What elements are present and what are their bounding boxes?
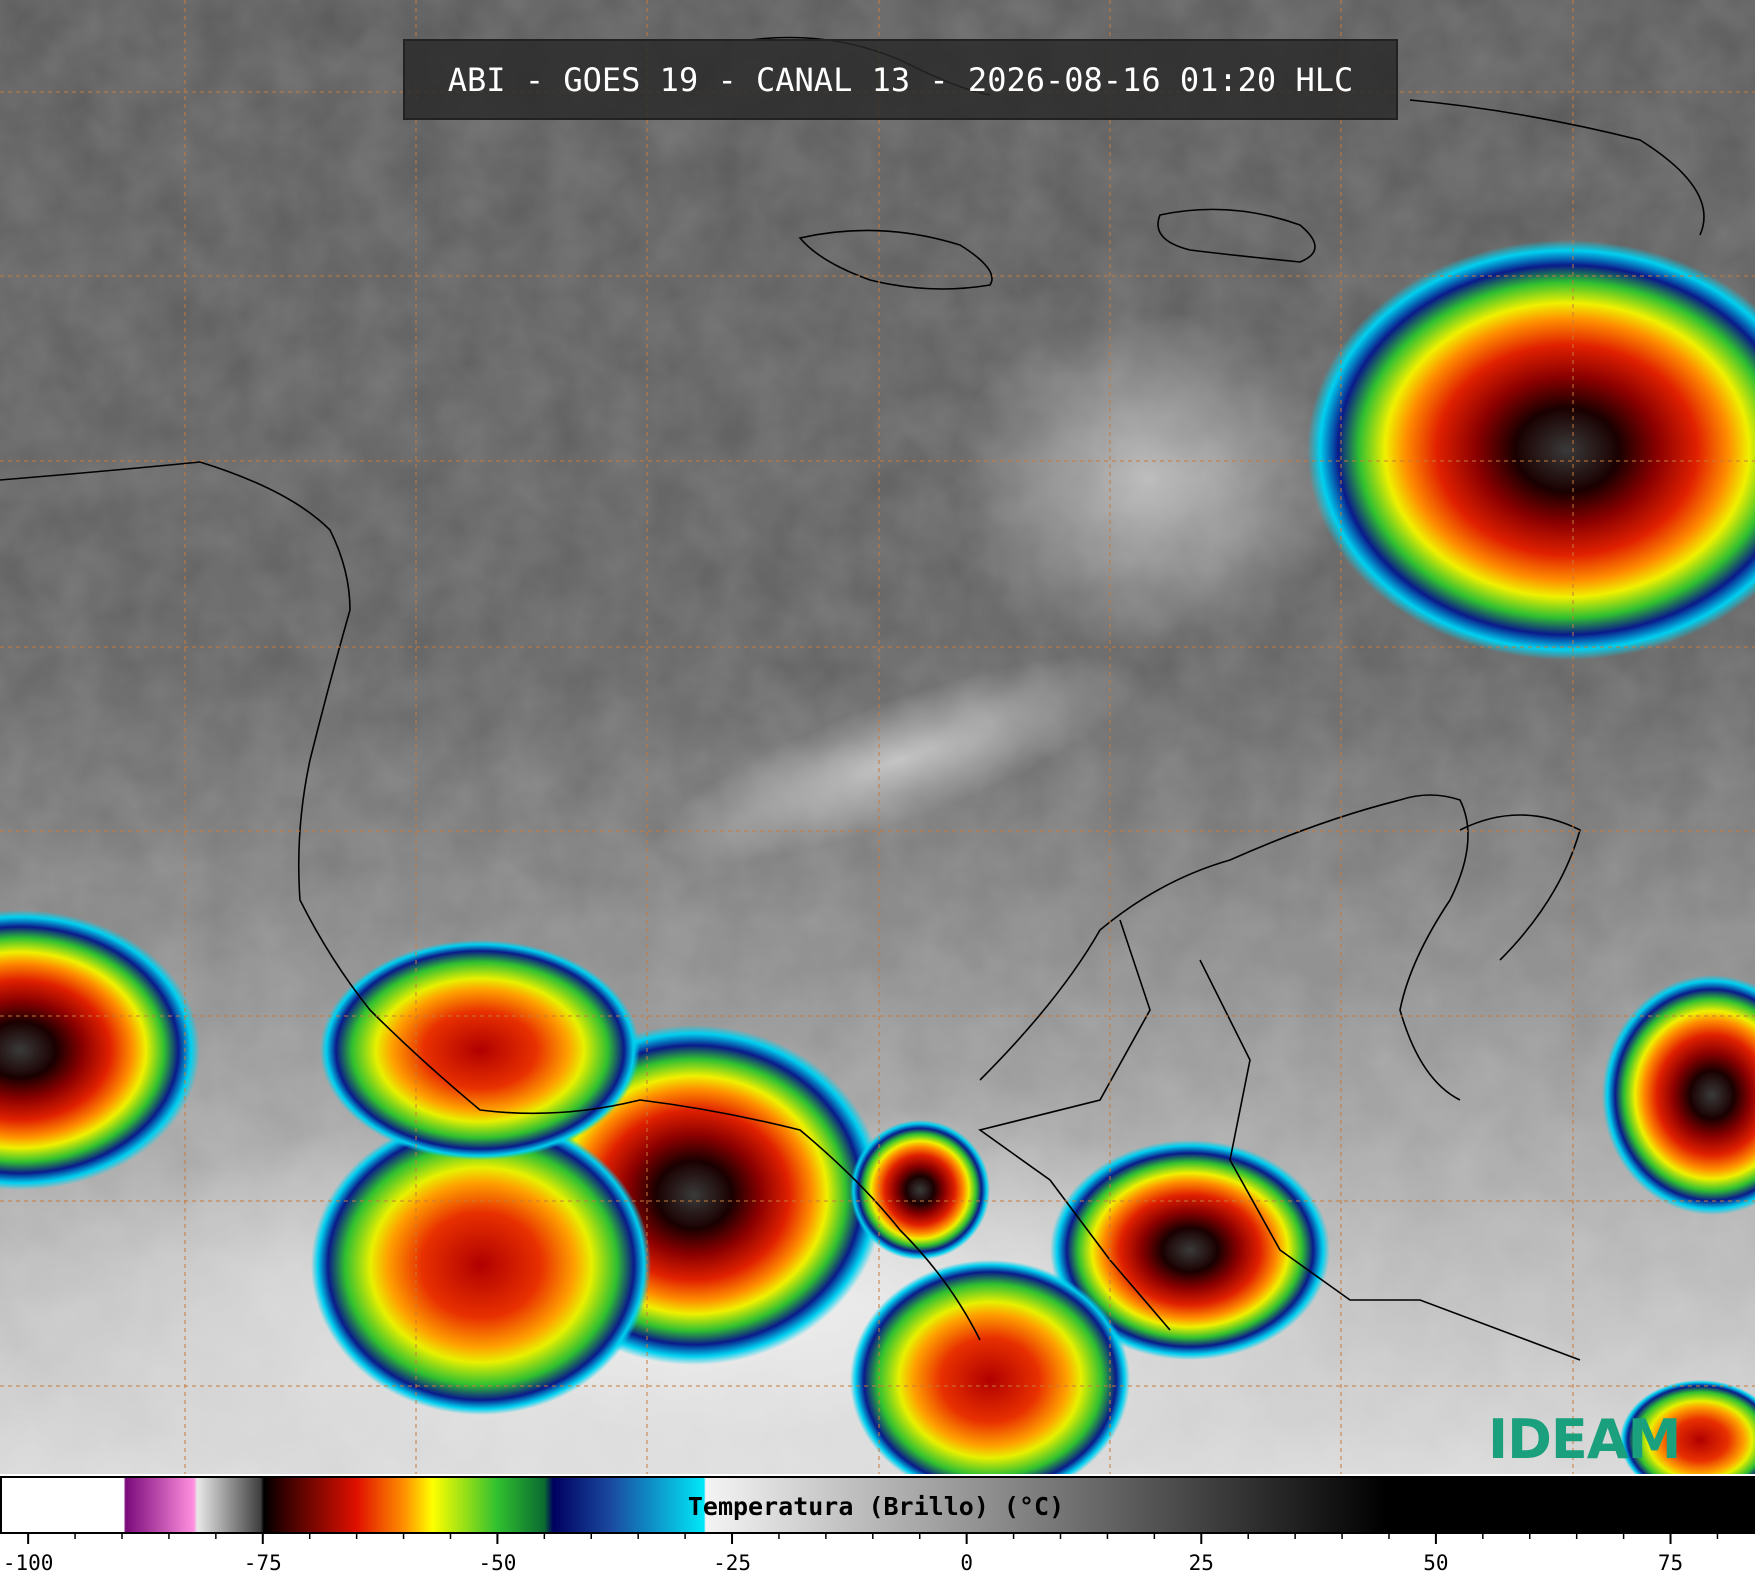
tick-label: 75 [1658, 1551, 1683, 1575]
tick-label: 25 [1189, 1551, 1214, 1575]
colorbar-label: Temperatura (Brillo) (°C) [688, 1492, 1064, 1521]
tick-label: -25 [713, 1551, 751, 1575]
tick-label: -50 [478, 1551, 516, 1575]
satellite-image [0, 0, 1755, 1474]
logo: IDEAM [1488, 1408, 1681, 1471]
colorbar: Temperatura (Brillo) (°C) -100 -75 -50 -25 0… [0, 1476, 1755, 1575]
tick-label: 50 [1423, 1551, 1448, 1575]
title: ABI - GOES 19 - CANAL 13 - 2026-08-16 01… [447, 60, 1354, 99]
tick-label: -75 [244, 1551, 282, 1575]
tick-label: 0 [960, 1551, 973, 1575]
title-box: ABI - GOES 19 - CANAL 13 - 2026-08-16 01… [403, 39, 1398, 120]
tick-label: -100 [3, 1551, 54, 1575]
